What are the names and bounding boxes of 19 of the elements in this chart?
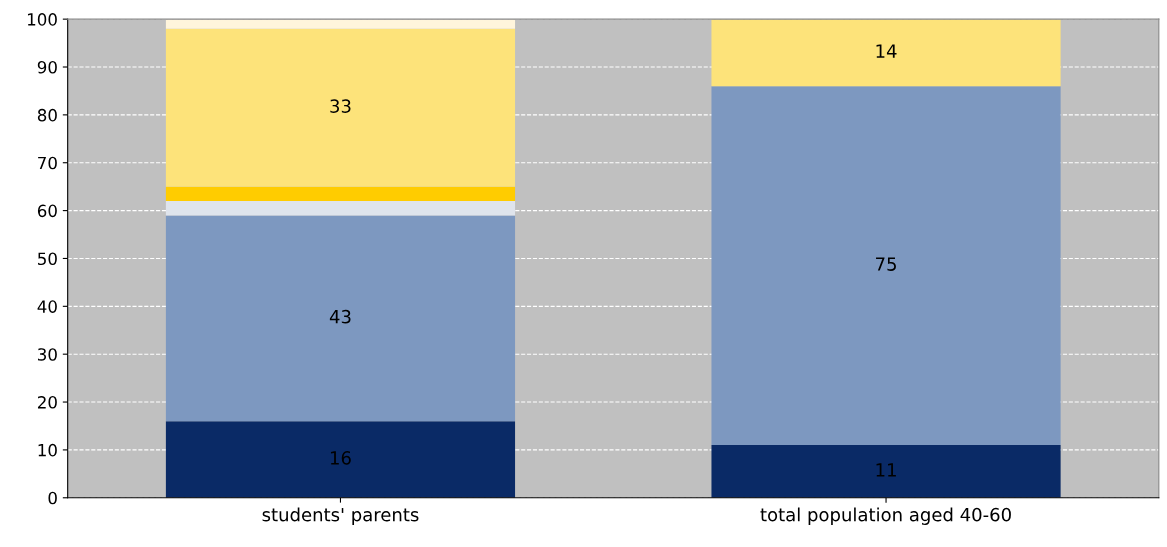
y-tick-label: 80	[37, 108, 57, 122]
y-tick-label: 70	[38, 156, 57, 170]
data-label: 16	[330, 451, 351, 465]
y-tick-label: 10	[38, 443, 57, 457]
y-tick-label: 0	[48, 491, 57, 505]
data-label: 33	[330, 99, 351, 113]
y-tick-label: 90	[37, 60, 57, 74]
y-tick-label: 40	[37, 300, 57, 313]
data-label: 14	[876, 44, 897, 58]
x-tick-label: total population aged 40-60	[760, 507, 1011, 525]
y-tick-label: 30	[38, 348, 57, 361]
y-tick-label: 20	[37, 396, 57, 409]
y-tick-label: 50	[38, 252, 57, 266]
data-label: 43	[329, 309, 351, 324]
y-tick-label: 60	[37, 204, 57, 218]
y-tick-label: 100	[27, 13, 57, 26]
data-label: 11	[876, 463, 896, 477]
data-label: 75	[876, 257, 896, 271]
x-tick-label: students' parents	[262, 507, 419, 525]
